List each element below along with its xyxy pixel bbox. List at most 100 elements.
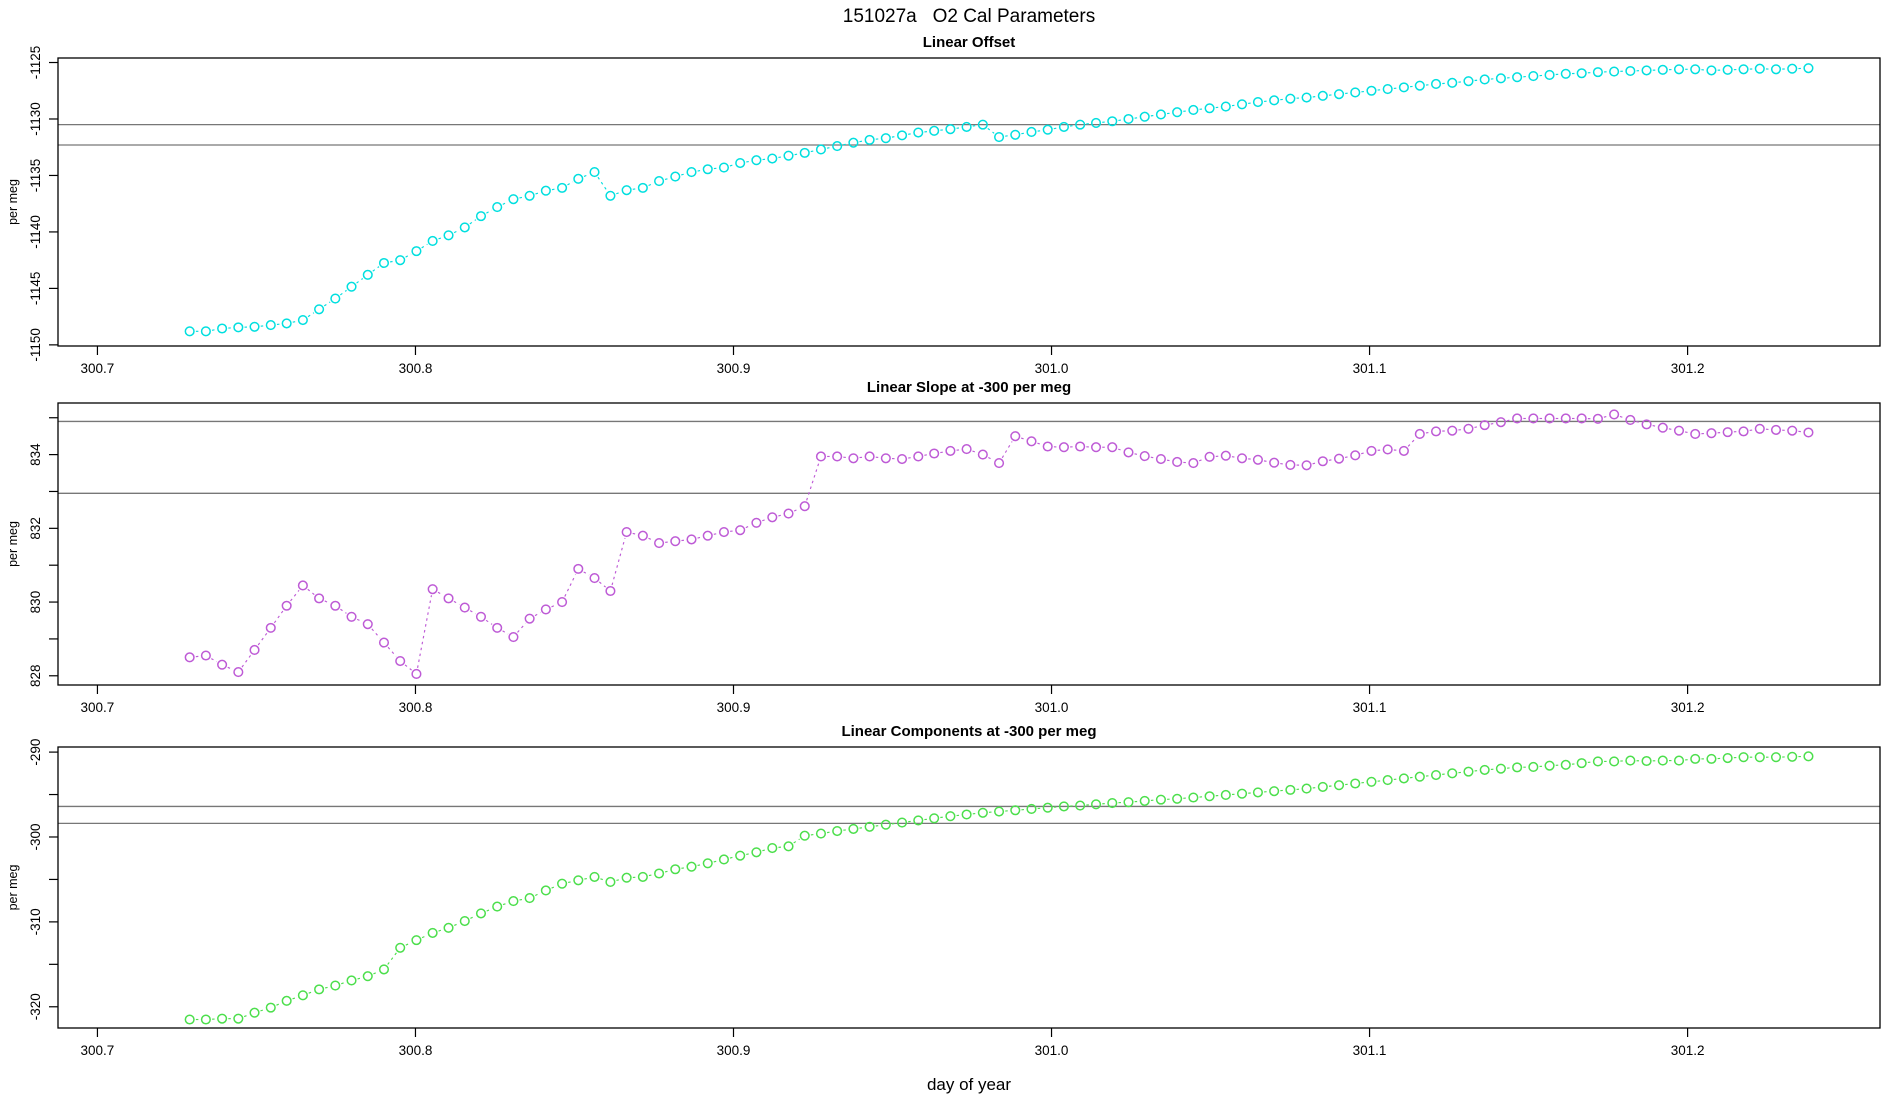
- series-segment: [632, 532, 637, 535]
- series-segment: [729, 164, 735, 167]
- y-tick-label: -290: [28, 739, 43, 766]
- data-point: [249, 1007, 260, 1018]
- data-point: [1026, 803, 1037, 815]
- series-segment: [632, 188, 637, 190]
- series-segment: [859, 140, 864, 143]
- data-point: [1398, 445, 1409, 456]
- data-point: [1447, 77, 1458, 88]
- series-segment: [616, 191, 621, 195]
- series-segment: [762, 518, 767, 522]
- series-segment: [891, 822, 896, 825]
- y-axis-label: per meg: [6, 179, 20, 225]
- data-point: [200, 326, 211, 337]
- data-point: [735, 157, 746, 169]
- series-segment: [1361, 451, 1366, 455]
- data-point: [346, 281, 357, 292]
- data-point: [1787, 751, 1798, 762]
- data-point: [524, 190, 535, 201]
- data-point: [217, 659, 228, 670]
- data-point: [702, 530, 713, 541]
- data-point: [1350, 87, 1361, 98]
- series-segment: [438, 236, 443, 240]
- data-point: [1803, 427, 1814, 438]
- data-point: [1463, 76, 1474, 87]
- data-point: [411, 668, 422, 679]
- series-segment: [1021, 437, 1026, 441]
- data-point: [751, 155, 762, 166]
- data-point: [1350, 778, 1361, 789]
- data-point: [897, 817, 908, 828]
- data-point: [1107, 797, 1118, 809]
- series-segment: [1407, 438, 1416, 447]
- data-point: [767, 153, 778, 164]
- data-point: [1269, 457, 1280, 468]
- series-segment: [211, 328, 217, 331]
- data-point: [799, 501, 810, 512]
- series-segment: [470, 915, 476, 919]
- data-point: [832, 451, 843, 462]
- y-tick-label: -310: [28, 908, 43, 935]
- series-segment: [356, 278, 364, 284]
- series-segment: [648, 874, 654, 877]
- data-point: [1220, 789, 1231, 801]
- data-point: [913, 127, 924, 138]
- series-segment: [664, 177, 670, 180]
- data-point: [1447, 425, 1458, 436]
- data-point: [1414, 428, 1425, 440]
- data-point: [1722, 427, 1733, 438]
- series-segment: [437, 591, 444, 596]
- x-tick-label: 301.0: [1035, 1043, 1069, 1058]
- y-axis-label: per meg: [6, 521, 20, 567]
- series-segment: [502, 630, 509, 635]
- data-point: [1528, 761, 1539, 773]
- data-point: [1058, 442, 1069, 453]
- series-segment: [1069, 124, 1075, 127]
- data-point: [557, 878, 568, 889]
- series-segment: [273, 610, 284, 624]
- data-point: [605, 876, 616, 888]
- data-point: [459, 915, 470, 927]
- series-segment: [308, 990, 314, 994]
- series-segment: [611, 537, 626, 586]
- series-segment: [1021, 132, 1026, 135]
- data-point: [994, 458, 1005, 469]
- series-segment: [1474, 425, 1479, 428]
- data-point: [1398, 773, 1409, 784]
- data-point: [880, 453, 891, 464]
- data-point: [362, 269, 373, 280]
- data-point: [1625, 755, 1636, 766]
- x-tick-label: 301.2: [1671, 1043, 1705, 1058]
- data-point: [1236, 453, 1248, 464]
- data-point: [330, 980, 341, 991]
- data-point: [281, 600, 292, 611]
- series-segment: [1248, 102, 1252, 105]
- data-point: [1220, 101, 1231, 112]
- data-point: [1641, 65, 1652, 76]
- data-point: [1592, 756, 1603, 767]
- data-point: [1220, 450, 1231, 461]
- data-point: [1366, 445, 1377, 456]
- series-segment: [793, 838, 800, 844]
- data-point: [492, 901, 503, 912]
- data-point: [1641, 755, 1652, 767]
- data-point: [1010, 431, 1021, 442]
- data-point: [961, 121, 972, 132]
- data-point: [1706, 428, 1717, 439]
- series-segment: [1134, 117, 1139, 119]
- series-segment: [1506, 419, 1512, 422]
- data-point: [848, 137, 859, 148]
- data-point: [1301, 460, 1312, 471]
- series-segment: [453, 229, 460, 234]
- data-point: [1010, 129, 1021, 140]
- data-point: [832, 141, 843, 152]
- data-point: [1673, 425, 1685, 436]
- data-point: [897, 453, 908, 465]
- data-point: [492, 622, 503, 633]
- data-point: [1576, 758, 1587, 769]
- y-tick-label: 828: [28, 665, 43, 688]
- data-point: [1430, 769, 1442, 781]
- data-point: [654, 868, 665, 879]
- series-segment: [826, 831, 832, 834]
- data-point: [945, 124, 956, 135]
